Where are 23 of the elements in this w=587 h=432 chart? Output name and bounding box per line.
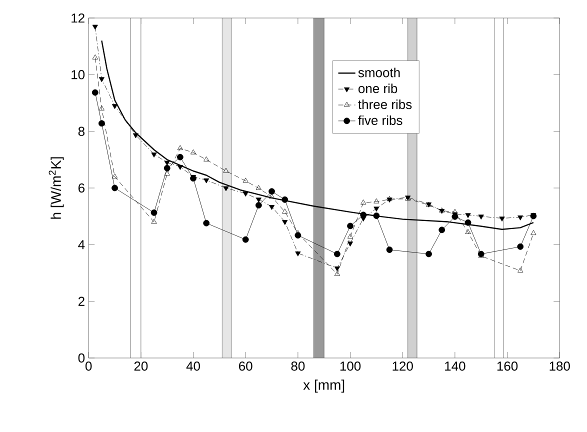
y-tick-label: 4 [78, 240, 85, 250]
y-axis-title: h [W/m$^{2}$K] [48, 157, 64, 219]
x-tick-label: 40 [186, 362, 200, 371]
y-tick-label: 8 [78, 126, 85, 136]
legend-label: one rib [358, 84, 398, 94]
x-tick-label: 0 [85, 362, 92, 371]
legend-label: smooth [358, 68, 400, 78]
y-tick-label: 10 [72, 70, 85, 80]
x-tick-label: 160 [497, 362, 518, 371]
x-tick-label: 100 [340, 362, 361, 371]
x-tick-label: 120 [392, 362, 413, 371]
x-axis-title: x [mm] [303, 380, 344, 393]
x-tick-label: 140 [445, 362, 466, 371]
x-tick-label: 60 [239, 362, 252, 371]
x-tick-label: 20 [134, 362, 148, 371]
legend-label: three ribs [358, 100, 412, 110]
legend-label: five ribs [358, 115, 402, 126]
y-tick-label: 6 [78, 183, 85, 193]
y-tick-label: 2 [78, 296, 84, 306]
y-tick-label: 0 [78, 353, 85, 363]
y-tick-label: 12 [72, 13, 84, 23]
x-tick-label: 180 [550, 362, 570, 371]
x-tick-label: 80 [291, 362, 305, 371]
